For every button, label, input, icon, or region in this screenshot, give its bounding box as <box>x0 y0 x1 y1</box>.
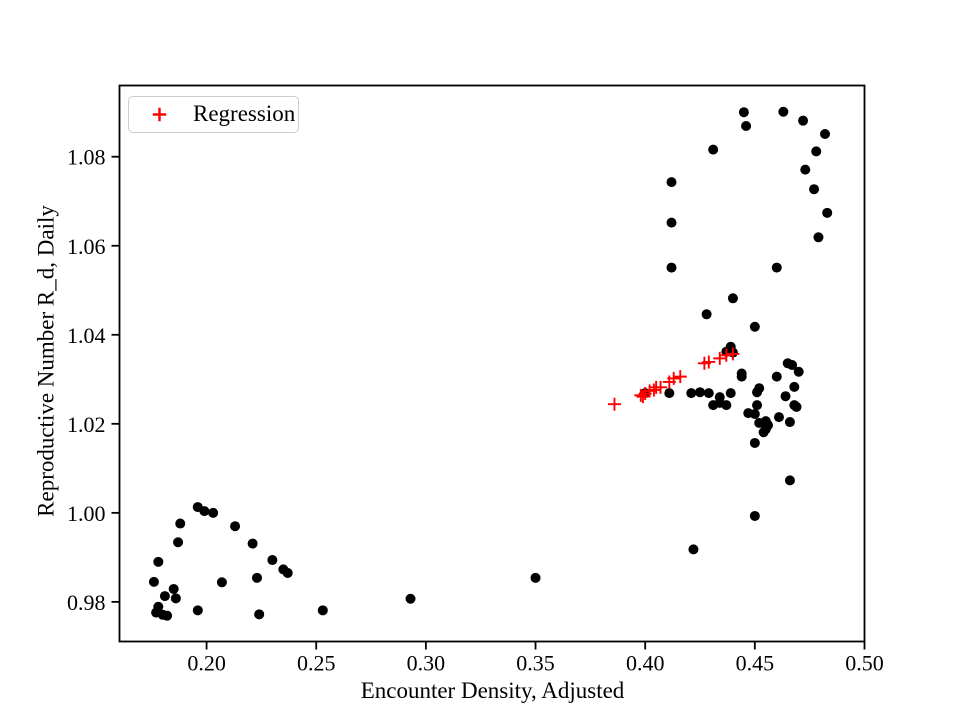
data-point <box>168 583 179 594</box>
data-point <box>793 366 804 377</box>
x-axis-label: Encounter Density, Adjusted <box>360 678 625 703</box>
data-point <box>725 388 736 399</box>
data-point <box>666 177 677 188</box>
axes-frame <box>118 84 866 643</box>
plus-glyph <box>152 107 167 122</box>
data-point <box>784 417 795 428</box>
data-point <box>749 409 760 420</box>
data-point <box>754 383 765 394</box>
data-point <box>173 537 184 548</box>
data-point <box>703 388 714 399</box>
data-point <box>175 518 186 529</box>
data-point <box>771 371 782 382</box>
x-tick-label: 0.45 <box>736 651 775 676</box>
regression-point <box>673 370 687 384</box>
data-point <box>771 262 782 273</box>
x-tick-label: 0.25 <box>297 651 336 676</box>
data-point <box>162 610 173 621</box>
data-point <box>153 556 164 567</box>
data-point <box>192 605 203 616</box>
data-point <box>773 412 784 423</box>
y-axis-label: Reproductive Number R_d, Daily <box>33 205 59 517</box>
x-tick-label: 0.50 <box>845 651 884 676</box>
data-point <box>530 572 541 583</box>
y-tick-label: 1.06 <box>67 234 106 259</box>
data-point <box>252 572 263 583</box>
data-point <box>208 507 219 518</box>
data-point <box>721 400 732 411</box>
data-point <box>784 475 795 486</box>
regression-point <box>647 383 661 397</box>
regression-point <box>607 397 621 411</box>
data-point <box>688 544 699 555</box>
regression-point <box>713 351 727 365</box>
regression-point <box>726 347 740 361</box>
data-point <box>282 567 293 578</box>
data-point <box>758 427 769 438</box>
data-point <box>791 401 802 412</box>
y-tick-label: 1.02 <box>67 412 106 437</box>
data-point <box>170 593 181 604</box>
regression-point <box>636 390 650 404</box>
regression-point <box>667 371 681 385</box>
data-point <box>822 207 833 218</box>
data-point <box>800 164 811 175</box>
data-point <box>666 217 677 228</box>
data-point <box>811 146 822 157</box>
data-point <box>787 360 798 371</box>
data-point <box>780 391 791 402</box>
data-point <box>199 506 210 517</box>
data-point <box>695 387 706 398</box>
regression-point <box>702 355 716 369</box>
data-point <box>809 184 820 195</box>
data-point <box>820 129 831 140</box>
data-point <box>741 121 752 132</box>
data-point <box>216 577 227 588</box>
data-point <box>247 538 258 549</box>
data-point <box>798 115 809 126</box>
data-point <box>317 605 328 616</box>
data-point <box>666 262 677 273</box>
data-point <box>736 371 747 382</box>
x-tick-label: 0.40 <box>626 651 665 676</box>
y-tick-label: 0.98 <box>67 590 106 615</box>
regression-point <box>719 348 733 362</box>
legend-box: Regression <box>128 96 299 133</box>
data-point <box>752 400 763 411</box>
data-point <box>708 144 719 155</box>
data-point <box>789 381 800 392</box>
data-point <box>230 521 241 532</box>
data-point <box>749 510 760 521</box>
y-tick-label: 1.04 <box>67 323 106 348</box>
data-point <box>686 388 697 399</box>
data-point <box>664 388 675 399</box>
x-tick-label: 0.35 <box>516 651 555 676</box>
data-point <box>813 232 824 243</box>
data-point <box>267 555 278 566</box>
data-point <box>254 609 265 620</box>
legend-entry-label: Regression <box>193 101 296 126</box>
data-point <box>749 321 760 332</box>
data-point <box>701 309 712 320</box>
x-tick-label: 0.20 <box>187 651 226 676</box>
data-point <box>738 107 749 118</box>
y-tick-label: 1.08 <box>67 145 106 170</box>
regression-plus-icon <box>152 107 167 122</box>
data-point <box>405 593 416 604</box>
data-point <box>727 293 738 304</box>
data-point <box>159 591 170 602</box>
regression-point <box>654 380 668 394</box>
x-tick-label: 0.30 <box>407 651 446 676</box>
y-tick-label: 1.00 <box>67 501 106 526</box>
data-point <box>778 106 789 117</box>
data-point <box>749 437 760 448</box>
data-point <box>148 576 159 587</box>
